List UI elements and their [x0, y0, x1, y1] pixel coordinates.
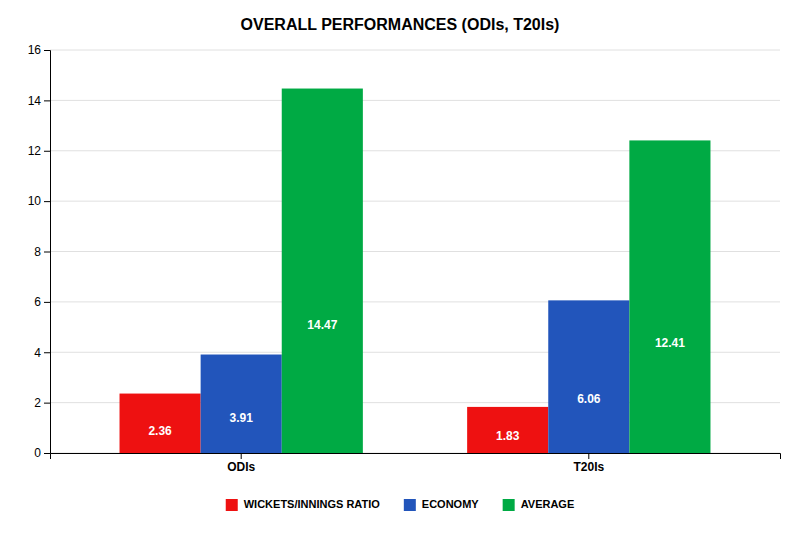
- y-tick: 16: [28, 43, 50, 57]
- y-tick: 12: [28, 144, 50, 158]
- x-tick-label: T20Is: [573, 460, 604, 474]
- y-tick: 8: [34, 245, 50, 259]
- y-tick: 6: [34, 295, 50, 309]
- x-tick-label: ODIs: [227, 460, 255, 474]
- legend-swatch: [503, 499, 515, 511]
- bar: [467, 407, 548, 453]
- bars: [120, 89, 711, 453]
- y-tick-mark: [44, 352, 50, 353]
- bar: [629, 140, 710, 453]
- legend-swatch: [404, 499, 416, 511]
- title: OVERALL PERFORMANCES (ODIs, T20Is): [241, 16, 560, 33]
- plot: 0 2 4 6 8 10 12 14 16 ODIs T20Is 2.36 1.83 3.91 6.06 14…: [28, 43, 781, 473]
- legend-item: ECONOMY: [404, 498, 480, 511]
- legend-item: WICKETS/INNINGS RATIO: [226, 498, 381, 511]
- y-tick-label: 10: [28, 194, 42, 208]
- y-tick-mark: [44, 302, 50, 303]
- y-tick: 0: [34, 446, 50, 460]
- y-tick-mark: [44, 50, 50, 51]
- legend-swatch: [226, 499, 238, 511]
- y-tick-mark: [44, 100, 50, 101]
- y-tick: 2: [34, 396, 50, 410]
- y-tick-label: 12: [28, 144, 42, 158]
- legend-label: ECONOMY: [422, 498, 480, 510]
- x-tick-mark: [588, 453, 589, 459]
- bar: [548, 300, 629, 453]
- y-tick-label: 14: [28, 94, 42, 108]
- data-label: 14.47: [307, 318, 337, 332]
- x-axis-line: [51, 454, 781, 460]
- y-tick-mark: [44, 151, 50, 152]
- y-tick-mark: [44, 403, 50, 404]
- data-label: 12.41: [655, 336, 685, 350]
- data-label: 6.06: [577, 392, 601, 406]
- chart: OVERALL PERFORMANCES (ODIs, T20Is) 0 2 4 6 8 1…: [0, 0, 800, 533]
- y-tick-mark: [44, 453, 50, 454]
- y-tick: 4: [34, 346, 50, 360]
- y-tick-label: 4: [34, 346, 41, 360]
- y-tick-label: 16: [28, 43, 42, 57]
- data-label: 1.83: [496, 429, 520, 443]
- x-tick: ODIs: [227, 453, 255, 474]
- bar: [120, 394, 201, 453]
- legend-label: AVERAGE: [521, 498, 575, 510]
- data-label: 3.91: [230, 411, 254, 425]
- y-axis-line: [44, 51, 51, 454]
- y-tick-label: 2: [34, 396, 41, 410]
- y-axis: 0 2 4 6 8 10 12 14 16: [28, 43, 51, 460]
- grid-line: [50, 50, 780, 51]
- x-tick-mark: [241, 453, 242, 459]
- y-tick-label: 8: [34, 245, 41, 259]
- y-tick-mark: [44, 252, 50, 253]
- data-label: 2.36: [148, 424, 172, 438]
- x-tick: T20Is: [573, 453, 604, 474]
- bar: [201, 355, 282, 453]
- grid-line: [50, 100, 780, 101]
- y-tick: 10: [28, 194, 50, 208]
- data-labels: 2.36 1.83 3.91 6.06 14.47 12.41: [148, 318, 685, 443]
- legend: WICKETS/INNINGS RATIO ECONOMY AVERAGE: [226, 498, 575, 511]
- legend-item: AVERAGE: [503, 498, 575, 511]
- y-tick: 14: [28, 94, 50, 108]
- x-axis: ODIs T20Is: [51, 453, 781, 474]
- y-tick-label: 6: [34, 295, 41, 309]
- legend-label: WICKETS/INNINGS RATIO: [244, 498, 381, 510]
- y-tick-mark: [44, 201, 50, 202]
- y-tick-label: 0: [34, 446, 41, 460]
- bar: [282, 89, 363, 453]
- grid: [50, 50, 780, 453]
